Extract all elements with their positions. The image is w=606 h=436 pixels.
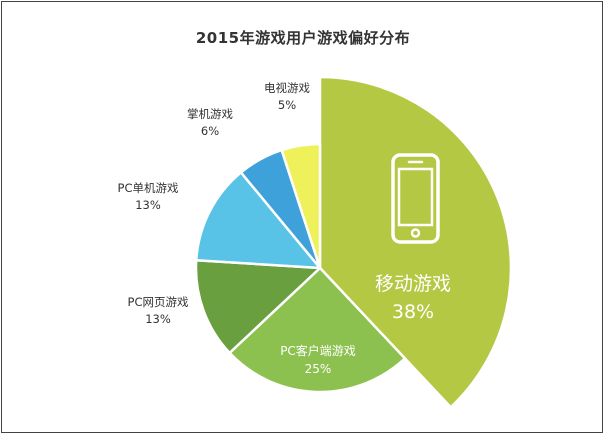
pie-slice	[194, 258, 322, 355]
chart-title: 2015年游戏用户游戏偏好分布	[195, 29, 411, 47]
pie-slice	[228, 266, 407, 394]
pie-slice	[194, 171, 322, 270]
slice-value-label: 25%	[305, 362, 332, 376]
slice-value-label: 6%	[201, 124, 219, 138]
slice-category-label: PC网页游戏	[128, 295, 189, 309]
slice-value-label: 38%	[392, 301, 434, 323]
slice-value-label: 5%	[278, 98, 296, 112]
slice-category-label: 移动游戏	[375, 273, 451, 295]
slice-category-label: PC单机游戏	[118, 181, 179, 195]
slice-category-label: PC客户端游戏	[280, 343, 356, 358]
smartphone-icon	[391, 153, 440, 244]
slice-value-label: 13%	[145, 312, 171, 326]
slice-value-label: 13%	[135, 198, 161, 212]
slice-category-label: 掌机游戏	[187, 107, 233, 121]
pie-slice	[280, 142, 322, 270]
slice-category-label: 电视游戏	[264, 81, 310, 95]
